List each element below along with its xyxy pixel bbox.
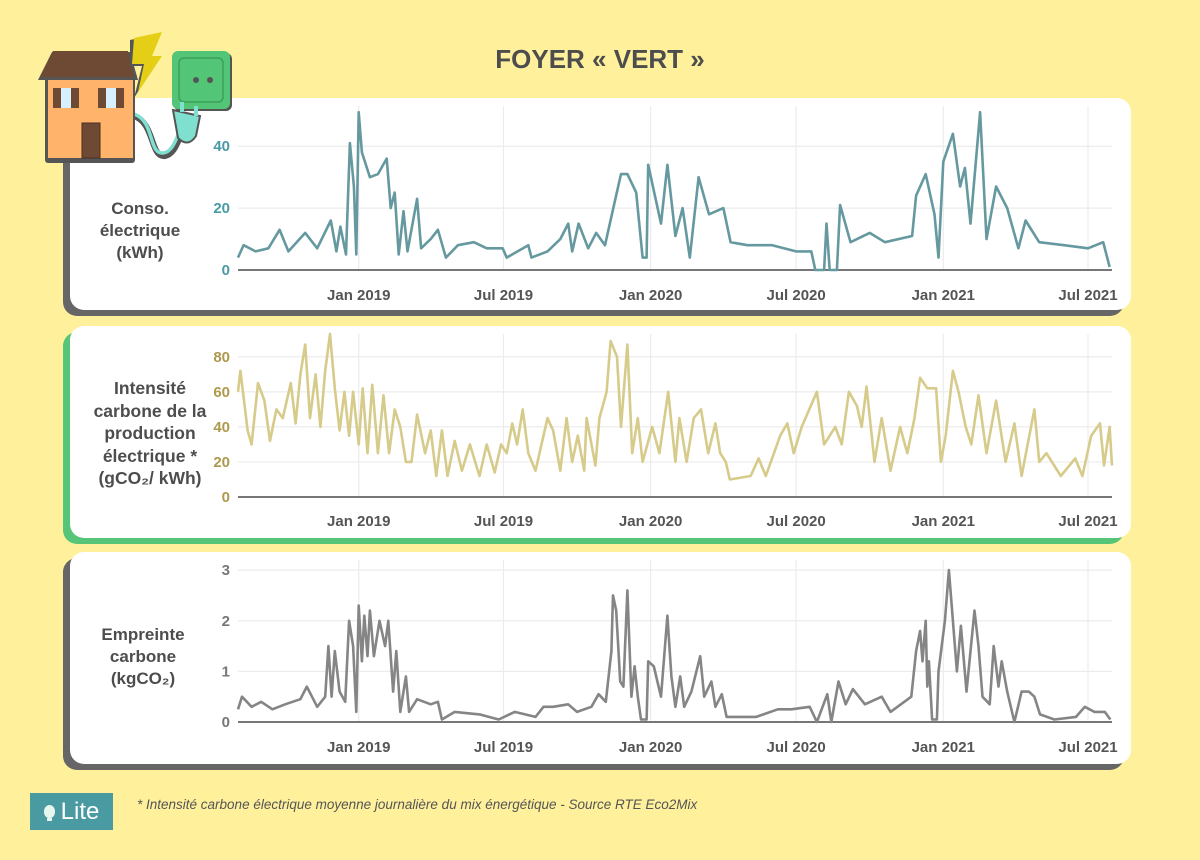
y-tick-label: 0 <box>222 714 230 731</box>
x-tick-label: Jan 2021 <box>912 739 975 756</box>
power-socket-icon <box>172 51 232 111</box>
x-tick-label: Jul 2021 <box>1058 513 1117 530</box>
y-tick-label: 0 <box>222 489 230 506</box>
x-tick-label: Jul 2019 <box>474 287 533 304</box>
y-tick-label: 20 <box>213 200 230 217</box>
chart-panel-carbon-footprint <box>70 552 1131 764</box>
x-tick-label: Jul 2019 <box>474 739 533 756</box>
x-tick-label: Jan 2020 <box>619 287 682 304</box>
page-title: FOYER « VERT » <box>495 44 705 74</box>
y-tick-label: 60 <box>213 384 230 401</box>
y-axis-label-carbon-intensity: Intensité carbone de la production élect… <box>75 377 225 490</box>
series-line <box>236 568 1112 724</box>
y-label-line: (kgCO₂) <box>110 669 176 688</box>
y-label-line: (kWh) <box>116 243 164 262</box>
lite-badge: Lite <box>30 793 113 830</box>
y-label-line: (gCO₂/ kWh) <box>98 468 202 488</box>
y-tick-label: 40 <box>213 138 230 155</box>
lite-badge-label: Lite <box>60 797 100 825</box>
chart-panel-consumption <box>70 98 1131 310</box>
y-label-line: Conso. <box>111 199 169 218</box>
series-line <box>236 332 1114 481</box>
lightbulb-icon <box>43 805 55 821</box>
x-tick-label: Jan 2021 <box>912 287 975 304</box>
chart-1: Jan 2019 Jul 2019 Jan 2020 Jul 2020 Jan 2021… <box>213 332 1118 530</box>
house-plug-illustration <box>38 32 232 163</box>
y-label-line: carbone <box>109 647 177 666</box>
y-label-line: électrique <box>99 221 181 240</box>
plug-icon <box>132 102 202 159</box>
x-tick-label: Jul 2019 <box>474 513 533 530</box>
x-tick-label: Jan 2019 <box>327 513 390 530</box>
y-tick-label: 20 <box>213 454 230 471</box>
x-tick-label: Jan 2020 <box>619 513 682 530</box>
y-label-line: carbone de la <box>93 400 207 421</box>
y-tick-label: 40 <box>213 419 230 436</box>
y-tick-label: 80 <box>213 349 230 366</box>
y-tick-label: 3 <box>222 562 230 579</box>
lightning-icon <box>130 32 162 98</box>
x-tick-label: Jan 2021 <box>912 513 975 530</box>
x-tick-label: Jul 2021 <box>1058 287 1117 304</box>
chart-2: Jan 2019 Jul 2019 Jan 2020 Jul 2020 Jan 2021… <box>222 560 1118 756</box>
y-label-line: Empreinte <box>101 625 185 644</box>
x-tick-label: Jul 2021 <box>1058 739 1117 756</box>
x-tick-label: Jul 2020 <box>767 513 826 530</box>
y-axis-label-consumption: Conso. électrique (kWh) <box>65 198 215 264</box>
house-icon <box>38 51 138 163</box>
x-tick-label: Jan 2020 <box>619 739 682 756</box>
y-axis-label-carbon-footprint: Empreinte carbone (kgCO₂) <box>68 624 218 690</box>
y-label-line: électrique * <box>102 445 198 466</box>
y-tick-label: 1 <box>222 663 230 680</box>
chart-0: Jan 2019 Jul 2019 Jan 2020 Jul 2020 Jan 2021… <box>213 106 1118 304</box>
y-tick-label: 2 <box>222 613 230 630</box>
x-tick-label: Jan 2019 <box>327 739 390 756</box>
footnote: * Intensité carbone électrique moyenne j… <box>137 797 698 812</box>
y-label-line: Intensité <box>114 378 186 398</box>
series-line <box>236 110 1111 272</box>
x-tick-label: Jul 2020 <box>767 739 826 756</box>
y-tick-label: 0 <box>222 262 230 279</box>
x-tick-label: Jan 2019 <box>327 287 390 304</box>
y-label-line: production <box>104 423 196 443</box>
x-tick-label: Jul 2020 <box>767 287 826 304</box>
